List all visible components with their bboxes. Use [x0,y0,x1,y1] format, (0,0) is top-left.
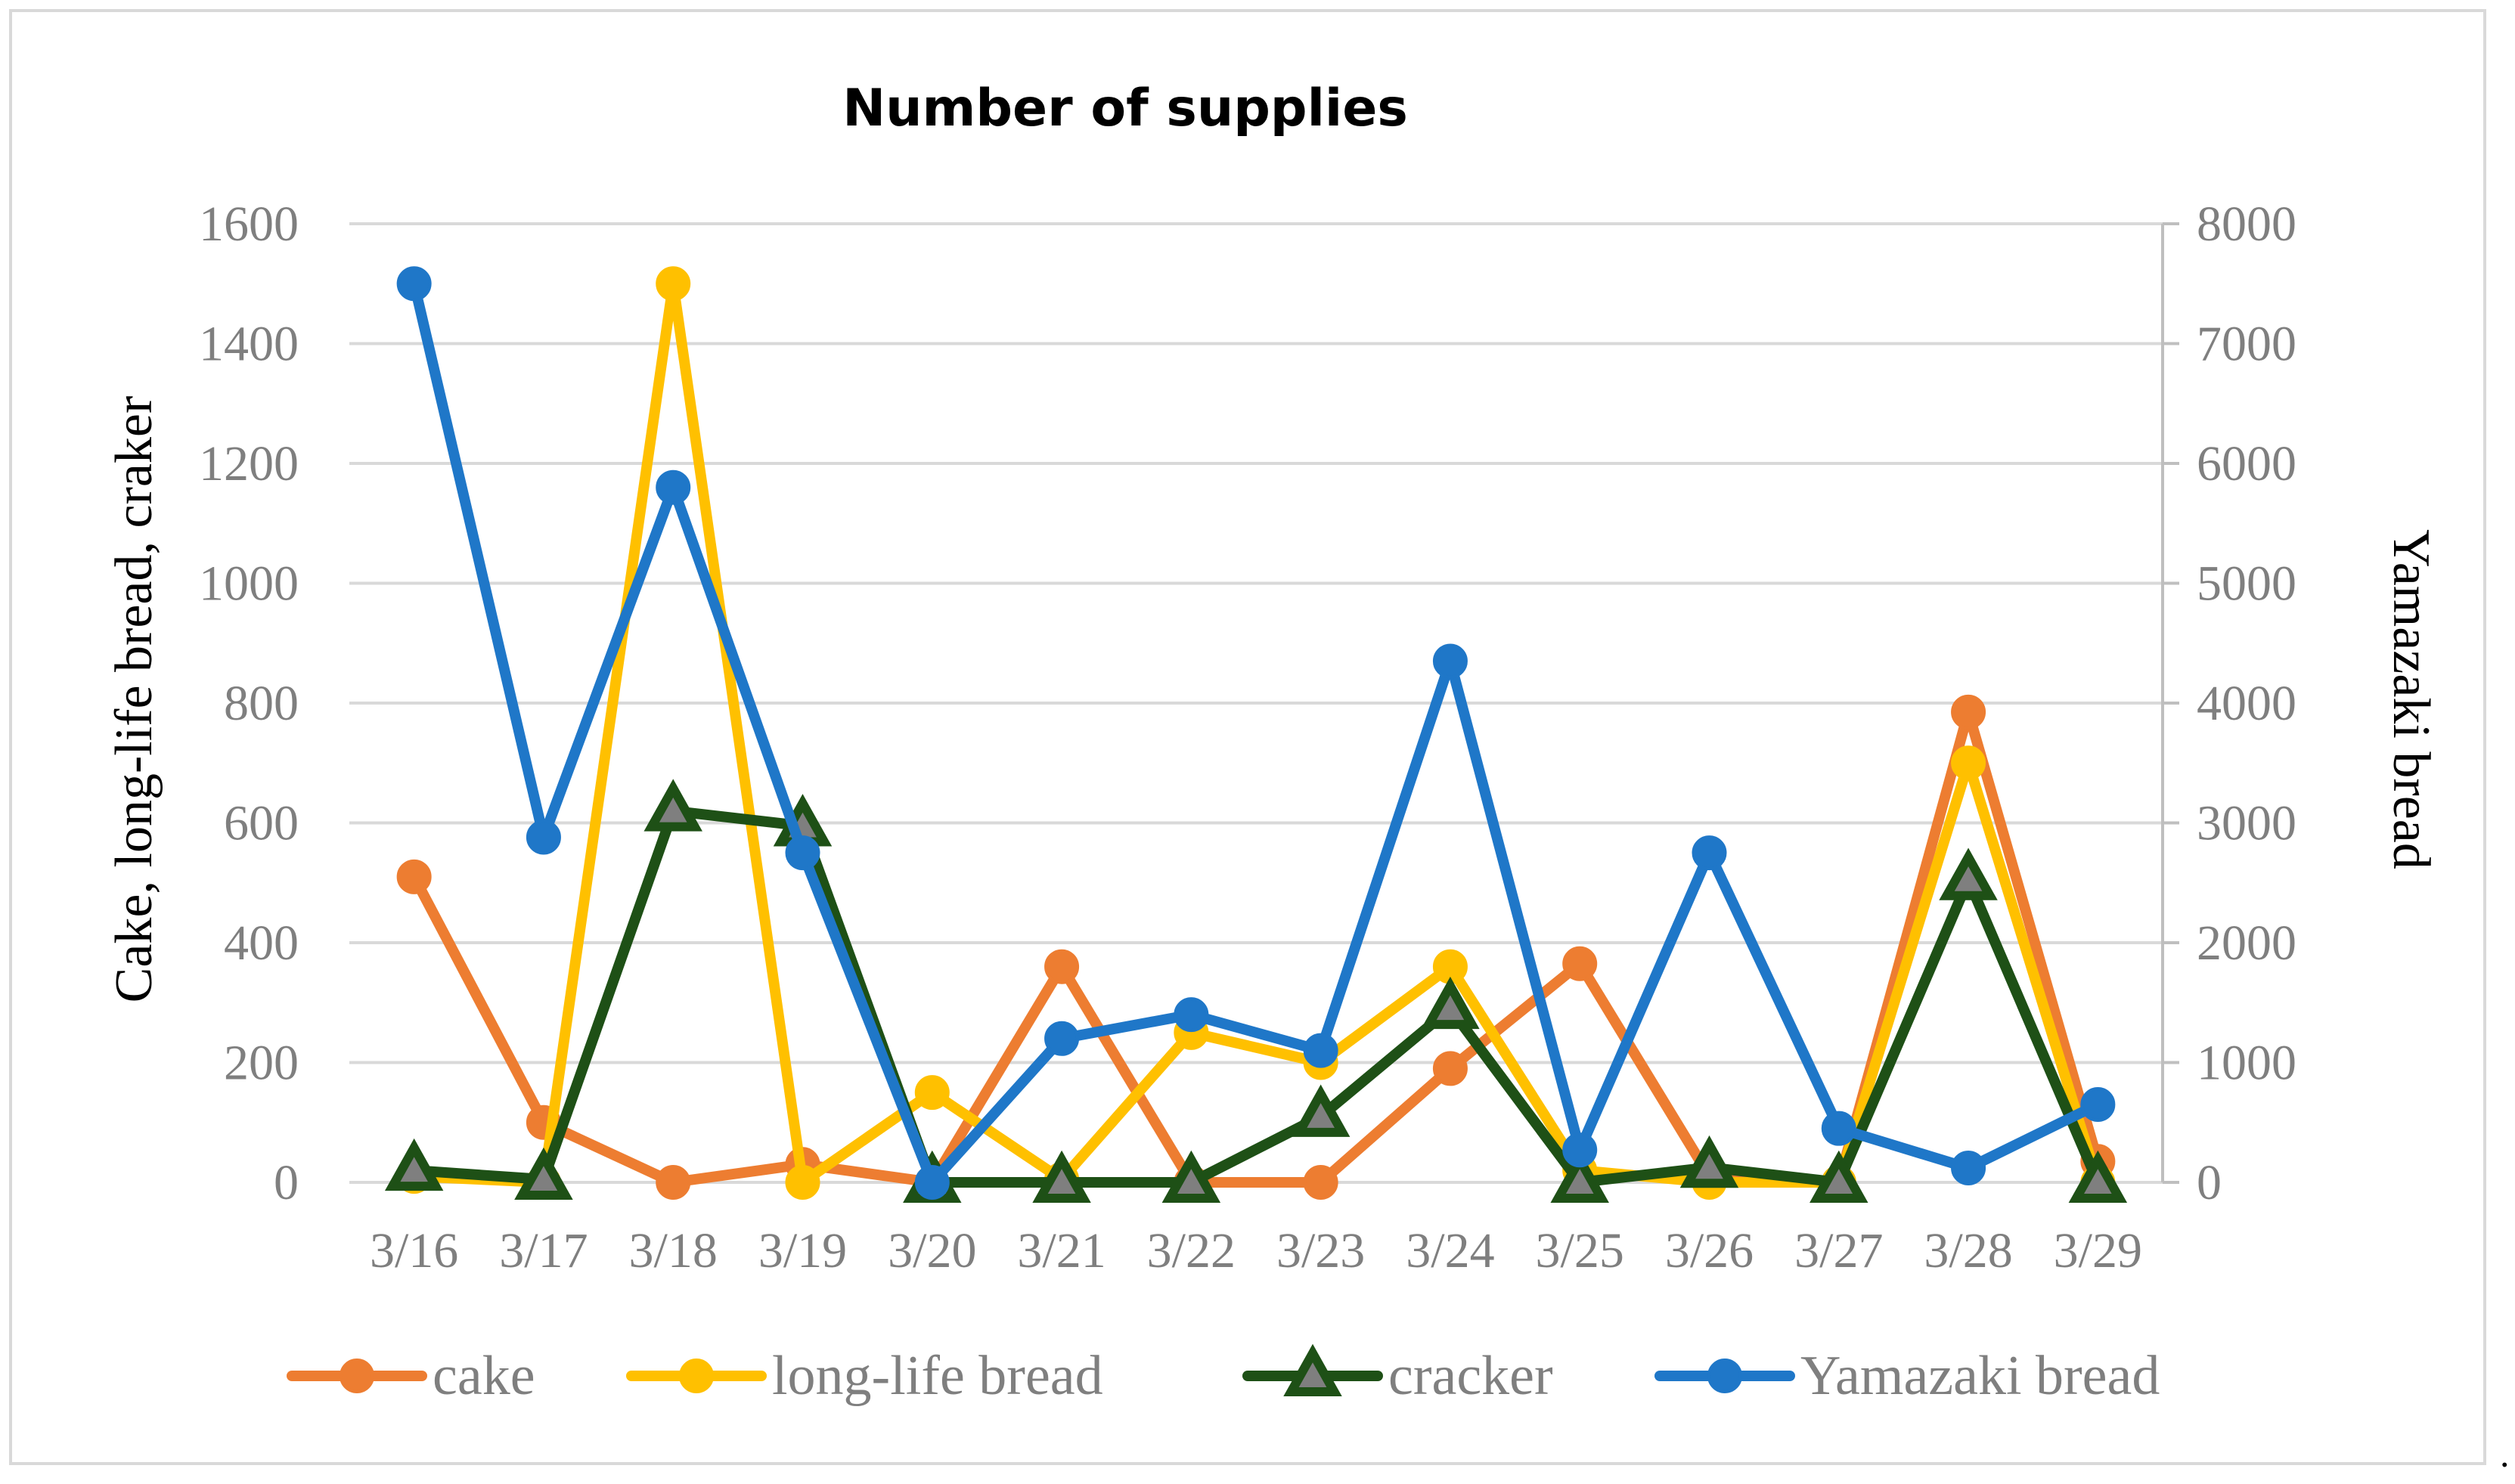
data-point-yamazaki-bread [1562,1132,1598,1168]
x-tick-label: 3/20 [888,1223,976,1278]
data-point-cake [1562,946,1598,981]
data-point-cracker [384,1138,444,1191]
right-tick-label: 5000 [2197,556,2296,612]
left-tick-label: 0 [274,1155,299,1210]
right-tick-label: 1000 [2197,1036,2296,1091]
x-tick-label: 3/21 [1017,1223,1106,1278]
footer-mark: . [2500,1433,2510,1475]
data-point-cracker [1291,1084,1351,1137]
data-point-long-life-bread [914,1075,950,1111]
left-tick-label: 200 [224,1036,299,1091]
data-point-yamazaki-bread [1303,1033,1338,1068]
data-point-cracker [643,779,702,832]
x-tick-label: 3/23 [1276,1223,1365,1278]
legend-item-cake: cake [287,1345,535,1407]
data-point-cracker [1161,1150,1221,1203]
left-tick-label: 600 [224,796,299,851]
x-tick-label: 3/16 [370,1223,458,1278]
right-tick-label: 7000 [2197,317,2296,372]
left-axis-title: Cake, long-life bread, craker [105,396,163,1003]
x-tick-label: 3/26 [1665,1223,1754,1278]
x-tick-label: 3/22 [1147,1223,1236,1278]
left-tick-label: 1400 [199,317,299,372]
data-point-yamazaki-bread [1432,643,1468,679]
chart-title: Number of supplies [842,79,1408,138]
data-point-cake [1432,1051,1468,1086]
data-point-yamazaki-bread [1692,835,1727,871]
legend-label: cracker [1388,1345,1553,1407]
x-tick-label: 3/27 [1794,1223,1883,1278]
left-tick-label: 1000 [199,556,299,612]
chart-border [9,9,2486,1465]
data-point-cake [396,859,432,894]
legend-label: cake [433,1345,535,1407]
legend-label: long-life bread [772,1345,1103,1407]
data-point-yamazaki-bread [1821,1111,1856,1146]
legend-item-yamazaki-bread: Yamazaki bread [1654,1345,2160,1407]
legend-item-cracker: cracker [1242,1343,1553,1407]
left-tick-label: 800 [224,676,299,731]
data-point-yamazaki-bread [1951,1150,1986,1185]
legend-marker [1283,1343,1342,1396]
data-point-cake [1951,694,1986,730]
data-point-yamazaki-bread [2080,1086,2116,1122]
data-point-yamazaki-bread [1174,997,1209,1033]
x-tick-label: 3/18 [629,1223,718,1278]
legend-marker [679,1359,714,1393]
gridlines [349,222,2163,1064]
data-point-cracker [1679,1135,1739,1188]
right-tick-label: 6000 [2197,436,2296,491]
data-point-cracker [2068,1150,2128,1203]
data-point-cracker [1421,976,1480,1030]
data-point-long-life-bread [785,1165,820,1200]
data-point-yamazaki-bread [914,1165,950,1200]
right-tick-label: 8000 [2197,197,2296,252]
left-tick-label: 1600 [199,197,299,252]
data-point-yamazaki-bread [526,819,561,855]
data-point-long-life-bread [1951,745,1986,781]
legend-marker [340,1359,374,1393]
right-tick-label: 3000 [2197,796,2296,851]
data-point-cracker [1032,1150,1091,1203]
data-point-yamazaki-bread [656,469,691,505]
series-lines [384,266,2128,1203]
data-point-yamazaki-bread [396,266,432,302]
x-tick-label: 3/29 [2054,1223,2142,1278]
legend-item-long-life-bread: long-life bread [626,1345,1103,1407]
x-tick-label: 3/17 [499,1223,588,1278]
data-point-cracker [1550,1150,1609,1203]
left-tick-label: 400 [224,915,299,971]
data-point-long-life-bread [656,266,691,302]
data-point-cracker [1809,1150,1868,1203]
right-tick-label: 2000 [2197,915,2296,971]
data-point-cracker [1939,847,1998,900]
data-point-cake [1044,949,1080,984]
right-tick-label: 0 [2197,1155,2222,1210]
right-axis-title: Yamazaki bread [2382,529,2440,869]
series-line-cracker [408,805,2104,1188]
axes: 0 200 400 600 800 1000 1200 1400 1600 0 1000 2000 30… [199,197,2296,1278]
data-point-yamazaki-bread [1044,1021,1080,1056]
data-point-cracker [514,1147,573,1201]
legend: cake long-life bread cracker Yamazaki bread [287,1343,2160,1407]
series-line-yamazaki-bread [408,278,2104,1188]
x-tick-label: 3/28 [1924,1223,2012,1278]
legend-marker [1707,1359,1742,1393]
series-yamazaki-bread [396,266,2116,1200]
data-point-cake [656,1165,691,1200]
data-point-yamazaki-bread [785,835,820,871]
data-point-cake [1303,1165,1338,1200]
left-tick-label: 1200 [199,436,299,491]
right-tick-label: 4000 [2197,676,2296,731]
x-tick-label: 3/19 [758,1223,847,1278]
legend-label: Yamazaki bread [1800,1345,2160,1407]
x-tick-label: 3/24 [1406,1223,1494,1278]
x-tick-label: 3/25 [1536,1223,1624,1278]
